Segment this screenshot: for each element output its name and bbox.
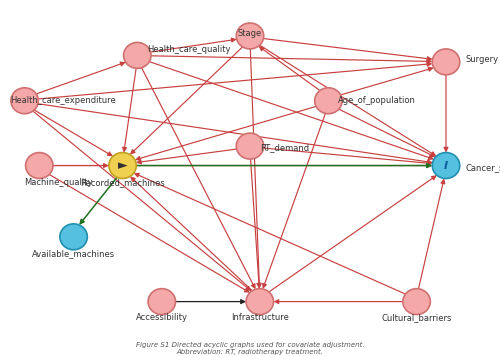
Text: Cultural_barriers: Cultural_barriers — [382, 313, 452, 322]
Ellipse shape — [403, 289, 430, 315]
Ellipse shape — [11, 88, 38, 114]
Text: Health_care_quality: Health_care_quality — [147, 45, 230, 54]
Ellipse shape — [60, 224, 88, 250]
Text: Health_care_expenditure: Health_care_expenditure — [10, 96, 116, 105]
Text: Figure S1 Directed acyclic graphs used for covariate adjustment.
Abbreviation: R: Figure S1 Directed acyclic graphs used f… — [136, 342, 364, 355]
Text: Age_of_population: Age_of_population — [338, 96, 416, 105]
Ellipse shape — [432, 49, 460, 75]
Text: Machine_quality: Machine_quality — [24, 178, 93, 188]
Ellipse shape — [109, 153, 136, 178]
Ellipse shape — [124, 42, 151, 68]
Text: Available_machines: Available_machines — [32, 249, 115, 258]
Ellipse shape — [148, 289, 176, 315]
Ellipse shape — [314, 88, 342, 114]
Text: I: I — [444, 161, 448, 171]
Text: Recorded_machines: Recorded_machines — [80, 178, 165, 188]
Text: Infrastructure: Infrastructure — [231, 313, 288, 322]
Text: Surgery: Surgery — [466, 56, 498, 64]
Ellipse shape — [236, 23, 264, 49]
Text: Cancer_survival: Cancer_survival — [466, 163, 500, 172]
Text: Accessibility: Accessibility — [136, 313, 188, 322]
Ellipse shape — [246, 289, 274, 315]
Ellipse shape — [26, 153, 53, 178]
Text: RT_demand: RT_demand — [260, 143, 309, 152]
Ellipse shape — [236, 133, 264, 159]
Text: ►: ► — [118, 159, 128, 172]
Text: Stage: Stage — [238, 28, 262, 38]
Ellipse shape — [432, 153, 460, 178]
